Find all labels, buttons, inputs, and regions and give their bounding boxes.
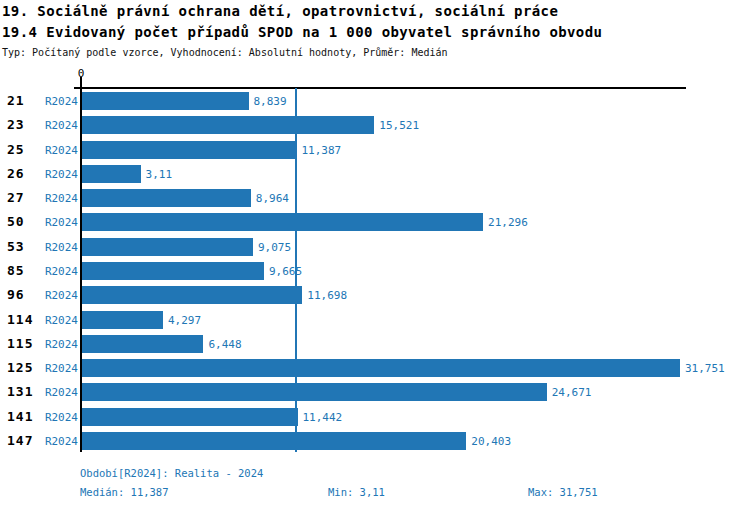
bar [82,213,483,231]
value-label: 31,751 [685,362,725,375]
category-label: 125 [7,361,41,375]
category-label: 96 [7,288,41,302]
bar [82,335,203,353]
bar [82,141,297,159]
page-title: 19. Sociálně právní ochrana dětí, opatro… [2,3,558,20]
series-label: R2024 [38,119,78,132]
category-label: 131 [7,385,41,399]
value-label: 8,964 [256,192,289,205]
value-label: 11,698 [307,289,347,302]
series-label: R2024 [38,192,78,205]
value-label: 21,296 [488,216,528,229]
bar [82,359,680,377]
value-label: 11,387 [302,144,342,157]
value-label: 9,665 [269,265,302,278]
category-label: 53 [7,240,41,254]
bar [82,262,264,280]
value-label: 20,403 [471,435,511,448]
value-label: 8,839 [254,95,287,108]
category-label: 50 [7,215,41,229]
value-label: 24,671 [552,386,592,399]
value-label: 11,442 [303,411,343,424]
value-label: 6,448 [208,338,241,351]
bar [82,92,249,110]
series-label: R2024 [38,435,78,448]
category-label: 147 [7,434,41,448]
bar [82,383,547,401]
category-label: 25 [7,143,41,157]
category-label: 115 [7,337,41,351]
bar [82,116,374,134]
category-label: 85 [7,264,41,278]
series-label: R2024 [38,265,78,278]
bar [82,238,253,256]
indicator-subtitle: Typ: Počítaný podle vzorce, Vyhodnocení:… [2,46,448,59]
series-label: R2024 [38,168,78,181]
bar [82,189,251,207]
series-label: R2024 [38,289,78,302]
value-label: 15,521 [379,119,419,132]
category-label: 114 [7,313,41,327]
bar [82,286,302,304]
plot-top-border [74,87,686,89]
footer-min: Min: 3,11 [328,486,385,499]
value-label: 9,075 [258,241,291,254]
bar [82,432,466,450]
footer-max: Max: 31,751 [528,486,598,499]
series-label: R2024 [38,362,78,375]
footer-median: Medián: 11,387 [80,486,169,499]
bar [82,311,163,329]
series-label: R2024 [38,386,78,399]
category-label: 27 [7,191,41,205]
bar [82,408,298,426]
category-label: 26 [7,167,41,181]
indicator-title: 19.4 Evidovaný počet případů SPOD na 1 0… [2,24,602,41]
category-label: 23 [7,118,41,132]
category-label: 21 [7,94,41,108]
footer-period: Období[R2024]: Realita - 2024 [80,467,263,480]
series-label: R2024 [38,216,78,229]
report-page: 19. Sociálně právní ochrana dětí, opatro… [0,0,750,512]
bar [82,165,141,183]
series-label: R2024 [38,411,78,424]
series-label: R2024 [38,314,78,327]
category-label: 141 [7,410,41,424]
series-label: R2024 [38,338,78,351]
series-label: R2024 [38,144,78,157]
series-label: R2024 [38,95,78,108]
series-label: R2024 [38,241,78,254]
value-label: 3,11 [146,168,173,181]
value-label: 4,297 [168,314,201,327]
